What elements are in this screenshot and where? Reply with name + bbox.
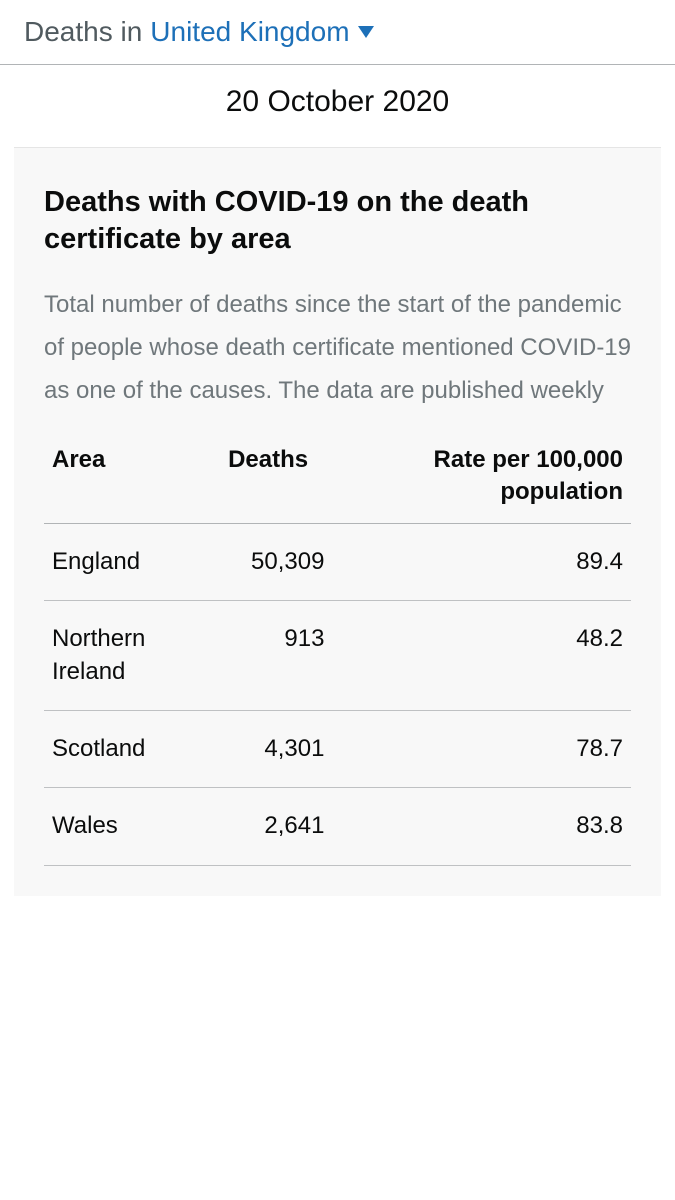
date-title: 20 October 2020 [0, 65, 675, 147]
table-header-row: Area Deaths Rate per 100,000 population [44, 434, 631, 523]
header-prefix: Deaths in [24, 16, 142, 48]
cell-deaths: 2,641 [220, 788, 384, 865]
card-description: Total number of deaths since the start o… [44, 284, 631, 412]
cell-area: Scotland [44, 710, 220, 787]
location-label: United Kingdom [150, 16, 349, 48]
cell-rate: 78.7 [384, 710, 631, 787]
cell-deaths: 4,301 [220, 710, 384, 787]
page-header: Deaths in United Kingdom [0, 0, 675, 65]
column-header-deaths: Deaths [220, 434, 384, 523]
cell-area: Wales [44, 788, 220, 865]
cell-deaths: 913 [220, 601, 384, 711]
cell-rate: 48.2 [384, 601, 631, 711]
table-row: Wales 2,641 83.8 [44, 788, 631, 865]
column-header-rate: Rate per 100,000 population [384, 434, 631, 523]
deaths-table: Area Deaths Rate per 100,000 population … [44, 434, 631, 865]
cell-area: England [44, 523, 220, 600]
table-row: Northern Ireland 913 48.2 [44, 601, 631, 711]
column-header-area: Area [44, 434, 220, 523]
cell-rate: 83.8 [384, 788, 631, 865]
card-title: Deaths with COVID-19 on the death certif… [44, 184, 631, 258]
cell-area: Northern Ireland [44, 601, 220, 711]
table-row: Scotland 4,301 78.7 [44, 710, 631, 787]
chevron-down-icon [358, 26, 374, 38]
table-row: England 50,309 89.4 [44, 523, 631, 600]
location-dropdown[interactable]: United Kingdom [150, 16, 373, 48]
cell-deaths: 50,309 [220, 523, 384, 600]
cell-rate: 89.4 [384, 523, 631, 600]
deaths-card: Deaths with COVID-19 on the death certif… [14, 147, 661, 896]
